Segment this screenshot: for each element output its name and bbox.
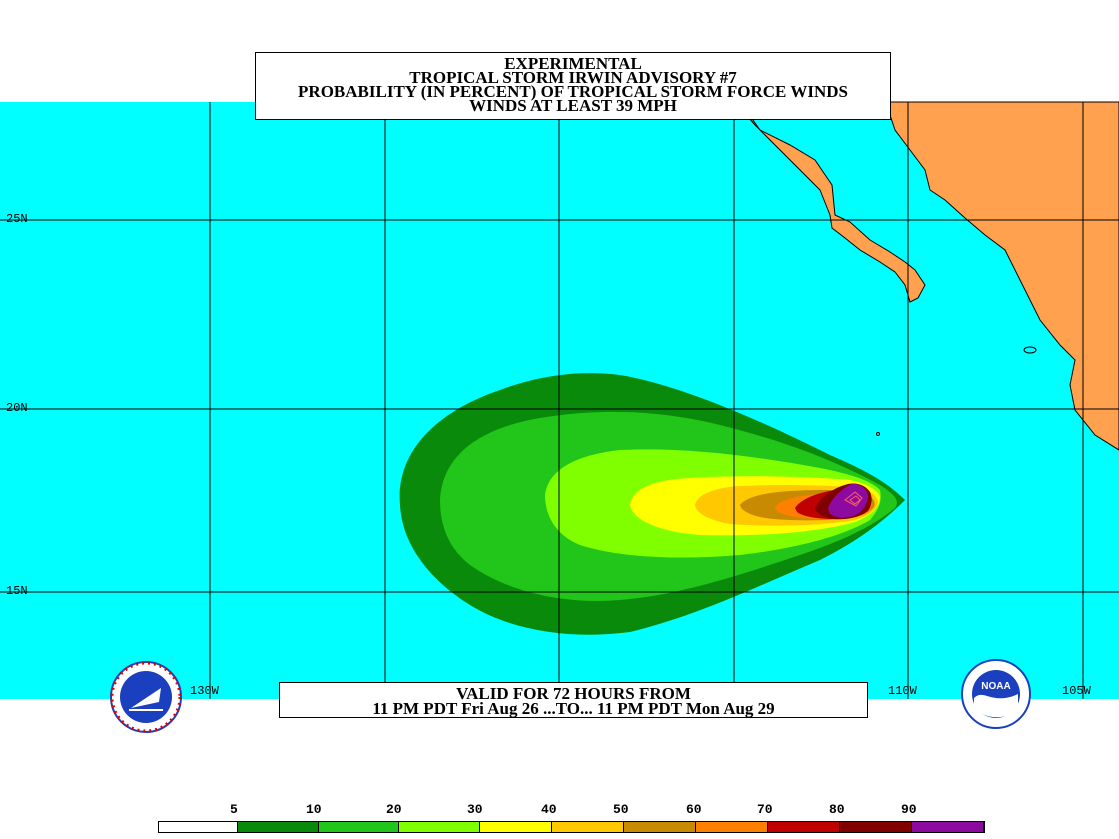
- legend-label-20: 20: [386, 802, 402, 817]
- lon-label-105w: 105W: [1062, 684, 1091, 698]
- legend-swatch: [624, 822, 696, 832]
- lat-lon-grid: [0, 102, 1119, 699]
- title-line-1: EXPERIMENTAL: [504, 54, 642, 73]
- legend-label-60: 60: [686, 802, 702, 817]
- lon-label-110w: 110W: [888, 684, 917, 698]
- noaa-logo-icon: NOAA: [961, 659, 1031, 729]
- legend-color-bar: [158, 821, 985, 833]
- legend-swatch: [238, 822, 319, 832]
- title-line-2: TROPICAL STORM IRWIN ADVISORY #7: [409, 68, 737, 87]
- legend-label-30: 30: [467, 802, 483, 817]
- lat-label-15n: 15N: [6, 584, 28, 598]
- nws-logo-icon: [110, 661, 182, 733]
- island-revillagigedo: [1023, 346, 1037, 354]
- title-box: EXPERIMENTAL TROPICAL STORM IRWIN ADVISO…: [255, 52, 891, 120]
- lat-label-20n: 20N: [6, 401, 28, 415]
- legend-swatch: [768, 822, 840, 832]
- legend-label-80: 80: [829, 802, 845, 817]
- land-mainland: [884, 101, 1119, 451]
- lat-label-25n: 25N: [6, 212, 28, 226]
- island-small: [876, 432, 880, 436]
- lon-label-130w: 130W: [190, 684, 219, 698]
- probability-contours: [399, 373, 905, 635]
- legend-label-70: 70: [757, 802, 773, 817]
- land-baja: [739, 101, 926, 303]
- legend-swatch: [399, 822, 480, 832]
- contour-peak-lines: [844, 491, 863, 507]
- legend-swatch: [912, 822, 984, 832]
- legend-label-10: 10: [306, 802, 322, 817]
- contour-90: [828, 483, 868, 518]
- legend-swatch: [159, 822, 238, 832]
- title-line-4: WINDS AT LEAST 39 MPH: [469, 96, 677, 115]
- legend-swatch: [480, 822, 552, 832]
- title-line-3: PROBABILITY (IN PERCENT) OF TROPICAL STO…: [298, 82, 848, 101]
- legend-swatch: [552, 822, 624, 832]
- svg-text:NOAA: NOAA: [981, 681, 1010, 692]
- valid-line-2: 11 PM PDT Fri Aug 26 ...TO... 11 PM PDT …: [372, 699, 775, 718]
- valid-line-1: VALID FOR 72 HOURS FROM: [456, 684, 691, 703]
- legend-swatch: [840, 822, 912, 832]
- legend-label-90: 90: [901, 802, 917, 817]
- legend-label-5: 5: [230, 802, 238, 817]
- legend-label-40: 40: [541, 802, 557, 817]
- legend-swatch: [319, 822, 399, 832]
- valid-period-box: VALID FOR 72 HOURS FROM 11 PM PDT Fri Au…: [279, 682, 868, 718]
- legend-swatch: [696, 822, 768, 832]
- legend-label-50: 50: [613, 802, 629, 817]
